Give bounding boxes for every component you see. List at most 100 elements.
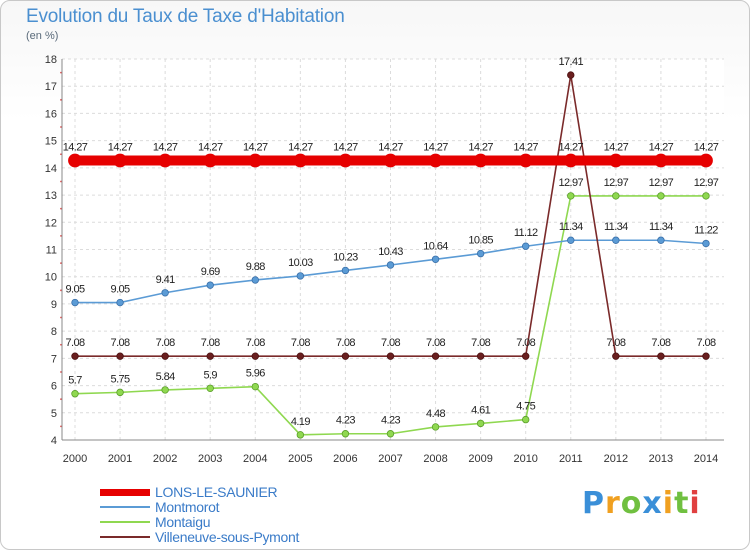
data-label: 14.27 <box>108 142 133 154</box>
data-label: 11.12 <box>514 227 538 239</box>
data-point <box>431 255 440 263</box>
data-label: 7.08 <box>696 337 715 349</box>
logo-letter: o <box>620 486 643 521</box>
logo-letter: i <box>689 486 701 521</box>
x-tick-label: 2006 <box>333 453 357 465</box>
data-label: 7.08 <box>651 337 670 349</box>
y-minor-tick <box>60 180 62 183</box>
legend-label: Villeneuve-sous-Pymont <box>155 529 300 545</box>
data-label: 11.34 <box>649 221 673 233</box>
data-label: 14.27 <box>378 142 403 154</box>
y-minor-tick <box>60 262 62 265</box>
data-point <box>431 423 440 431</box>
data-label: 12.97 <box>694 177 719 189</box>
data-label: 14.27 <box>423 142 448 154</box>
data-point <box>203 153 218 168</box>
data-label: 7.08 <box>381 337 400 349</box>
data-label: 4.48 <box>426 408 445 420</box>
proxiti-logo: Proxiti <box>582 486 701 521</box>
data-label: 7.08 <box>516 337 535 349</box>
x-tick-label: 2002 <box>153 453 177 465</box>
data-label: 4.61 <box>471 404 490 416</box>
data-label: 14.27 <box>513 142 538 154</box>
data-point <box>522 415 530 424</box>
data-label: 7.08 <box>201 337 220 349</box>
data-point <box>341 430 350 438</box>
data-point <box>341 266 350 275</box>
data-label: 9.69 <box>201 266 220 278</box>
x-tick-label: 2007 <box>378 453 402 465</box>
legend-swatch <box>100 521 150 523</box>
data-label: 14.27 <box>333 142 358 154</box>
data-label: 14.27 <box>604 142 629 154</box>
data-point <box>522 352 530 360</box>
data-label: 9.05 <box>65 284 84 296</box>
legend-label: Montmorot <box>155 499 220 515</box>
data-point <box>296 352 305 360</box>
data-label: 14.27 <box>694 142 719 154</box>
data-point <box>567 236 575 244</box>
y-minor-tick <box>60 343 62 346</box>
data-label: 14.27 <box>63 142 88 154</box>
logo-letter: i <box>662 486 675 521</box>
data-label: 5.75 <box>111 373 130 385</box>
data-label: 14.27 <box>153 142 178 154</box>
y-minor-tick <box>60 289 62 292</box>
data-point <box>161 386 169 394</box>
legend-swatch <box>100 506 150 508</box>
y-tick-label: 17 <box>45 81 57 93</box>
y-minor-tick <box>60 371 62 373</box>
data-point <box>567 71 575 79</box>
y-minor-tick <box>60 316 62 319</box>
data-label: 14.27 <box>198 142 223 154</box>
data-label: 10.03 <box>288 257 313 269</box>
y-tick-label: 13 <box>45 190 57 202</box>
y-minor-tick <box>60 234 62 237</box>
data-label: 11.34 <box>559 221 583 233</box>
data-label: 14.27 <box>559 142 584 154</box>
data-label: 11.22 <box>694 225 718 237</box>
x-tick-label: 2004 <box>243 453 267 465</box>
data-label: 5.9 <box>203 369 217 381</box>
data-point <box>71 352 79 360</box>
data-point <box>251 276 259 284</box>
logo-letter: t <box>674 486 690 521</box>
legend-label: LONS-LE-SAUNIER <box>155 484 278 500</box>
data-point <box>71 298 79 307</box>
data-point <box>612 236 620 244</box>
data-label: 10.64 <box>423 240 448 252</box>
data-point <box>296 431 305 439</box>
y-tick-label: 15 <box>45 136 57 148</box>
data-label: 10.23 <box>333 251 358 263</box>
data-label: 14.27 <box>649 142 674 154</box>
data-point <box>657 236 665 244</box>
data-point <box>383 153 398 168</box>
data-point <box>68 153 82 168</box>
y-minor-tick <box>60 207 62 210</box>
logo-letter: r <box>605 486 621 521</box>
data-point <box>612 192 620 200</box>
data-label: 5.7 <box>68 375 82 387</box>
data-point <box>206 352 214 360</box>
x-tick-label: 2000 <box>63 453 87 465</box>
data-label: 5.96 <box>246 368 265 380</box>
data-point <box>567 192 575 200</box>
y-tick-label: 4 <box>51 435 57 447</box>
data-label: 10.43 <box>378 246 403 258</box>
series-lons-le-saunier <box>68 153 713 168</box>
data-label: 7.08 <box>426 337 445 349</box>
y-tick-label: 9 <box>51 299 57 311</box>
series-villeneuve-sous-pymont <box>71 71 710 360</box>
data-point <box>296 272 305 280</box>
x-tick-label: 2010 <box>513 453 537 465</box>
data-label: 12.97 <box>604 177 629 189</box>
data-point <box>338 153 353 168</box>
data-point <box>158 153 173 168</box>
x-tick-label: 2012 <box>604 453 628 465</box>
data-label: 11.34 <box>604 221 628 233</box>
data-point <box>206 384 214 392</box>
data-point <box>248 153 263 168</box>
x-tick-label: 2008 <box>423 453 447 465</box>
y-tick-label: 14 <box>45 163 57 175</box>
